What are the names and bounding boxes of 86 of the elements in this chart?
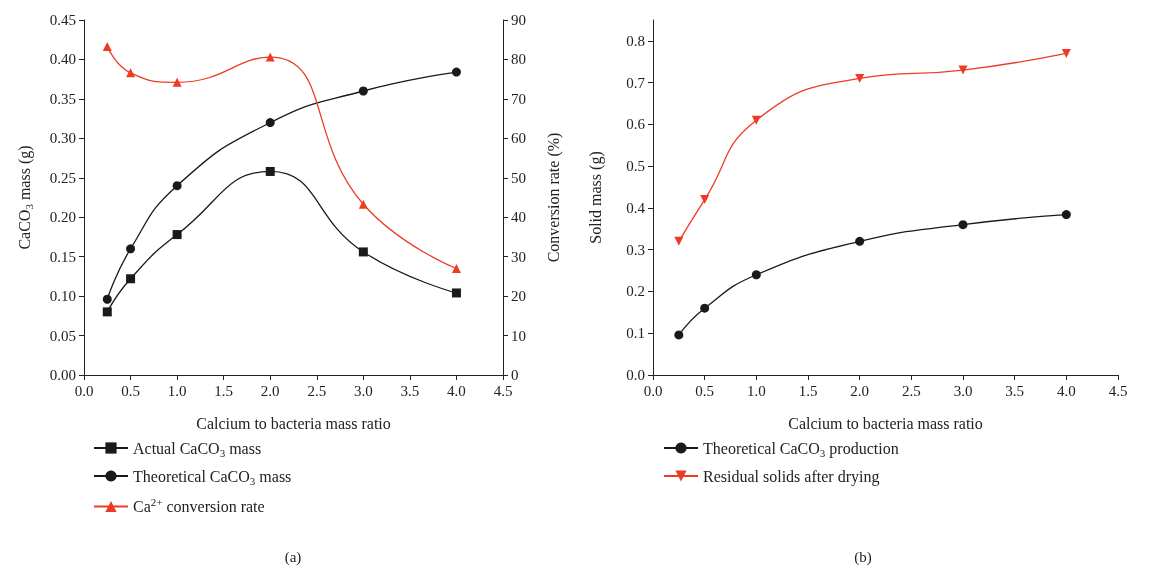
point [172, 230, 182, 240]
point [674, 330, 684, 340]
x-tick-label: 2.5 [901, 382, 921, 399]
y-axis-title: CaCO3 mass (g) [15, 145, 35, 250]
point [265, 52, 275, 62]
y-tick-label: 0.7 [626, 74, 646, 91]
x-axis-title: Calcium to bacteria mass ratio [788, 414, 983, 432]
x-tick-label: 4.5 [1108, 382, 1128, 399]
point [451, 67, 461, 77]
point [126, 244, 136, 254]
x-tick-label: 4.0 [1056, 382, 1076, 399]
point [102, 307, 112, 317]
y-tick-label: 0.3 [626, 241, 645, 258]
y-tick-label: 0.10 [49, 288, 76, 305]
y-tick-label: 0.45 [49, 12, 76, 28]
y-tick-label: 0.30 [49, 130, 76, 147]
y2-tick-label: 50 [511, 169, 526, 186]
y2-tick-label: 90 [511, 12, 526, 28]
x-tick-label: 1.5 [214, 382, 234, 399]
x-tick-label: 2.5 [307, 382, 327, 399]
y2-tick-label: 30 [511, 248, 526, 265]
point [1061, 48, 1071, 58]
x-tick-label: 0.0 [74, 382, 94, 399]
y-tick-label: 0.25 [49, 169, 76, 186]
y2-axis-title: Conversion rate (%) [544, 132, 563, 263]
point [451, 288, 461, 298]
point [751, 270, 761, 280]
point [358, 199, 368, 209]
y-tick-label: 0.8 [626, 32, 645, 49]
y-tick-label: 0.4 [626, 199, 646, 216]
point [855, 73, 865, 83]
point [674, 236, 684, 246]
y-tick-label: 0.00 [49, 367, 76, 383]
y-tick-label: 0.2 [626, 283, 645, 300]
x-axis-title: Calcium to bacteria mass ratio [196, 414, 391, 432]
point [172, 77, 182, 87]
point [265, 166, 275, 176]
x-tick-label: 0.5 [121, 382, 140, 399]
x-tick-label: 3.5 [400, 382, 420, 399]
y2-tick-label: 20 [511, 288, 526, 305]
point [102, 41, 112, 51]
text: (b) [854, 548, 872, 566]
text: (a) [284, 548, 302, 566]
point [358, 247, 368, 257]
y-tick-label: 0.1 [626, 325, 645, 342]
point [700, 195, 710, 205]
point [265, 118, 275, 128]
point [172, 181, 182, 191]
x-tick-label: 4.5 [493, 382, 513, 399]
x-tick-label: 1.0 [167, 382, 187, 399]
y-tick-label: 0.20 [49, 209, 76, 226]
x-tick-label: 4.0 [447, 382, 466, 399]
point [126, 274, 136, 284]
y-tick-label: 0.35 [49, 90, 76, 107]
point [451, 264, 461, 273]
y-tick-label: 0.40 [49, 51, 76, 68]
point [855, 236, 865, 246]
y-tick-label: 0.0 [626, 367, 645, 383]
point [1061, 210, 1071, 220]
x-tick-label: 3.0 [353, 382, 373, 399]
x-tick-label: 3.0 [953, 382, 973, 399]
point [958, 65, 968, 75]
point [126, 68, 136, 78]
y-tick-label: 0.05 [49, 327, 76, 344]
point [700, 303, 710, 313]
legend-label: Residual solids after drying [703, 467, 880, 486]
y2-tick-label: 70 [511, 90, 526, 107]
y-tick-label: 0.15 [49, 248, 76, 265]
x-tick-label: 0.0 [643, 382, 663, 399]
point [358, 86, 368, 96]
y2-tick-label: 60 [511, 130, 526, 147]
y2-tick-label: 40 [511, 209, 526, 226]
x-tick-label: 1.5 [798, 382, 818, 399]
y2-tick-label: 0 [511, 367, 519, 383]
x-tick-label: 3.5 [1005, 382, 1025, 399]
y2-tick-label: 10 [511, 327, 526, 344]
y-axis-title: Solid mass (g) [586, 151, 605, 244]
y-tick-label: 0.6 [626, 116, 646, 133]
y-tick-label: 0.5 [626, 158, 645, 175]
x-tick-label: 2.0 [850, 382, 870, 399]
x-tick-label: 0.5 [695, 382, 715, 399]
point [958, 220, 968, 230]
point [102, 294, 112, 304]
x-tick-label: 2.0 [260, 382, 280, 399]
y2-tick-label: 80 [511, 51, 526, 68]
x-tick-label: 1.0 [746, 382, 766, 399]
